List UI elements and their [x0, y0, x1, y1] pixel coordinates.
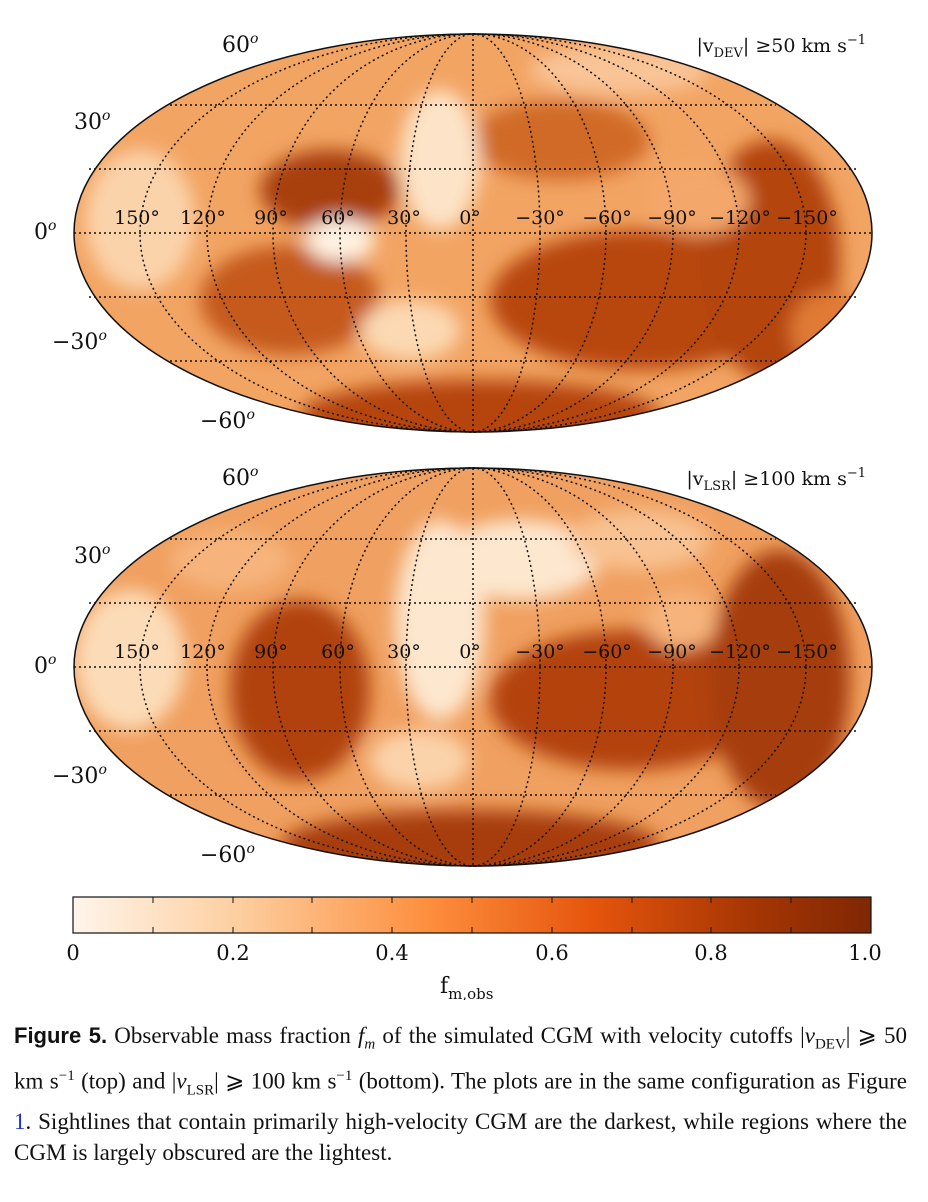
lon-label: 30°: [387, 641, 421, 663]
colorbar-tick-marks: [152, 897, 792, 933]
lon-label: 0°: [459, 207, 481, 229]
figure-reference-link[interactable]: 1: [14, 1108, 26, 1134]
caption-text: (top) and |: [74, 1068, 177, 1094]
lat-label-minus-60: −60o: [200, 407, 255, 434]
colorbar-tick-label: 0.8: [694, 941, 727, 965]
caption-superscript: −1: [336, 1067, 353, 1084]
lat-label-30: 30o: [74, 542, 110, 569]
colorbar: 0 0.2 0.4 0.6 0.8 1.0 fm,obs: [66, 896, 882, 1000]
lat-label-60: 60o: [222, 31, 258, 58]
lon-label: −90°: [647, 207, 697, 229]
figure-label: Figure 5.: [14, 1023, 108, 1048]
caption-symbol: f: [358, 1023, 365, 1048]
caption-subscript: m: [364, 1036, 376, 1053]
lat-label-minus-30: −30o: [52, 762, 107, 789]
lon-label: 60°: [321, 641, 355, 663]
lon-label: −120°: [709, 641, 771, 663]
lon-label: 150°: [114, 641, 160, 663]
caption-text: Observable mass fraction: [107, 1023, 359, 1048]
lon-label: −30°: [515, 641, 565, 663]
caption-text: (bottom). The plots are in the same conf…: [352, 1068, 908, 1094]
lon-label: 30°: [387, 207, 421, 229]
map-annotation: |vDEV| ≥50 km s−1: [696, 33, 866, 61]
figure: |vDEV| ≥50 km s−1 60o 30o 0o −30o −60o 1…: [34, 31, 882, 1000]
lon-label: −150°: [776, 641, 838, 663]
map-outline: [73, 33, 873, 433]
sky-map-bottom: |vLSR| ≥100 km s−1 60o 30o 0o −30o −60o …: [34, 464, 873, 868]
map-annotation: |vLSR| ≥100 km s−1: [686, 466, 866, 494]
lat-label-minus-60: −60o: [200, 841, 255, 868]
lon-label: −90°: [647, 641, 697, 663]
lon-label: −120°: [709, 207, 771, 229]
lon-label: 150°: [114, 207, 160, 229]
lat-label-0: 0o: [34, 652, 56, 679]
lon-label: 90°: [254, 641, 288, 663]
caption-text: . Sightlines that contain primarily high…: [14, 1108, 907, 1165]
caption-subscript: DEV: [814, 1036, 846, 1053]
caption-text: | ⩾ 100 km s: [214, 1068, 337, 1094]
lon-label: −60°: [582, 641, 632, 663]
lat-label-minus-30: −30o: [52, 328, 107, 355]
colorbar-tick-label: 0.6: [535, 941, 568, 965]
caption-text: of the simulated CGM with velocity cutof…: [375, 1023, 805, 1048]
caption-text: | ⩾ 50 km s: [14, 1023, 907, 1094]
caption-subscript: LSR: [186, 1081, 215, 1098]
lon-label: 0°: [459, 641, 481, 663]
lon-label: −30°: [515, 207, 565, 229]
colorbar-tick-label: 0: [66, 941, 79, 965]
caption-superscript: −1: [58, 1067, 75, 1084]
lon-label: 90°: [254, 207, 288, 229]
caption-symbol: v: [804, 1023, 815, 1048]
lat-label-30: 30o: [74, 108, 110, 135]
colorbar-tick-label: 0.4: [375, 941, 408, 965]
map-outline: [73, 467, 873, 867]
lat-label-60: 60o: [222, 464, 258, 491]
figure-caption: Figure 5. Observable mass fraction fm of…: [14, 1020, 907, 1168]
colorbar-label: fm,obs: [440, 974, 493, 1000]
colorbar-tick-label: 1.0: [848, 941, 881, 965]
lon-label: 120°: [180, 641, 226, 663]
lon-label: 120°: [180, 207, 226, 229]
caption-symbol: v: [176, 1068, 187, 1094]
lon-label: −150°: [776, 207, 838, 229]
lon-label: 60°: [321, 207, 355, 229]
lon-label: −60°: [582, 207, 632, 229]
lat-label-0: 0o: [34, 218, 56, 245]
sky-map-top: |vDEV| ≥50 km s−1 60o 30o 0o −30o −60o 1…: [34, 31, 873, 434]
colorbar-tick-label: 0.2: [216, 941, 249, 965]
